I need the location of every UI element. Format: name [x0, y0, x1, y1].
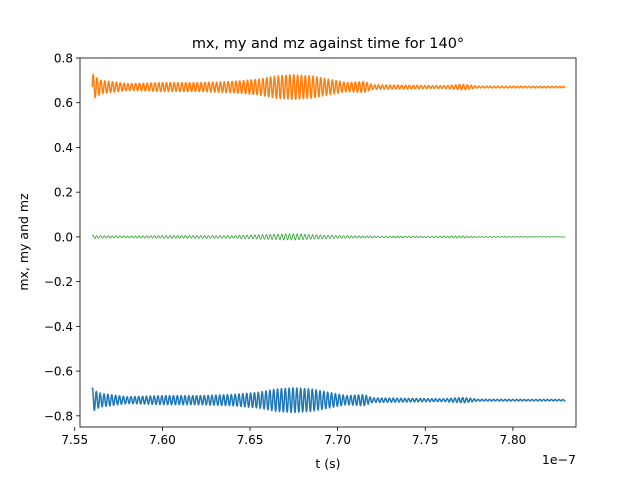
- y-tick-label: 0.4: [54, 141, 73, 155]
- y-axis-label: mx, my and mz: [16, 193, 31, 291]
- y-tick-label: 0.8: [54, 52, 73, 66]
- x-tick-label: 7.80: [500, 433, 527, 447]
- y-tick-label: 0.2: [54, 186, 73, 200]
- x-tick-label: 7.60: [149, 433, 176, 447]
- series-mx-line: [91, 387, 567, 414]
- x-tick-label: 7.65: [237, 433, 264, 447]
- y-tick-label: 0.0: [54, 230, 73, 244]
- x-tick-label: 7.70: [324, 433, 351, 447]
- chart-title: mx, my and mz against time for 140°: [192, 36, 464, 52]
- y-tick-label: −0.4: [44, 320, 73, 334]
- axes-layer: 7.55 7.60 7.65 7.70 7.75 7.80 0.8 0.6 0.4 0.2 0.0 −…: [44, 52, 577, 447]
- x-axis-label: t (s): [315, 456, 340, 471]
- x-tick-label: 7.55: [61, 433, 88, 447]
- plot-frame: [79, 57, 577, 428]
- series-layer: [91, 73, 567, 414]
- y-tick-label: −0.2: [44, 275, 73, 289]
- series-mz-line: [91, 233, 566, 241]
- series-my-line: [91, 73, 567, 100]
- x-tick-label: 7.75: [412, 433, 439, 447]
- y-tick-label: −0.8: [44, 409, 73, 423]
- y-tick-label: −0.6: [44, 365, 73, 379]
- y-tick-label: 0.6: [54, 96, 73, 110]
- x-axis-offset-label: 1e−7: [542, 452, 576, 467]
